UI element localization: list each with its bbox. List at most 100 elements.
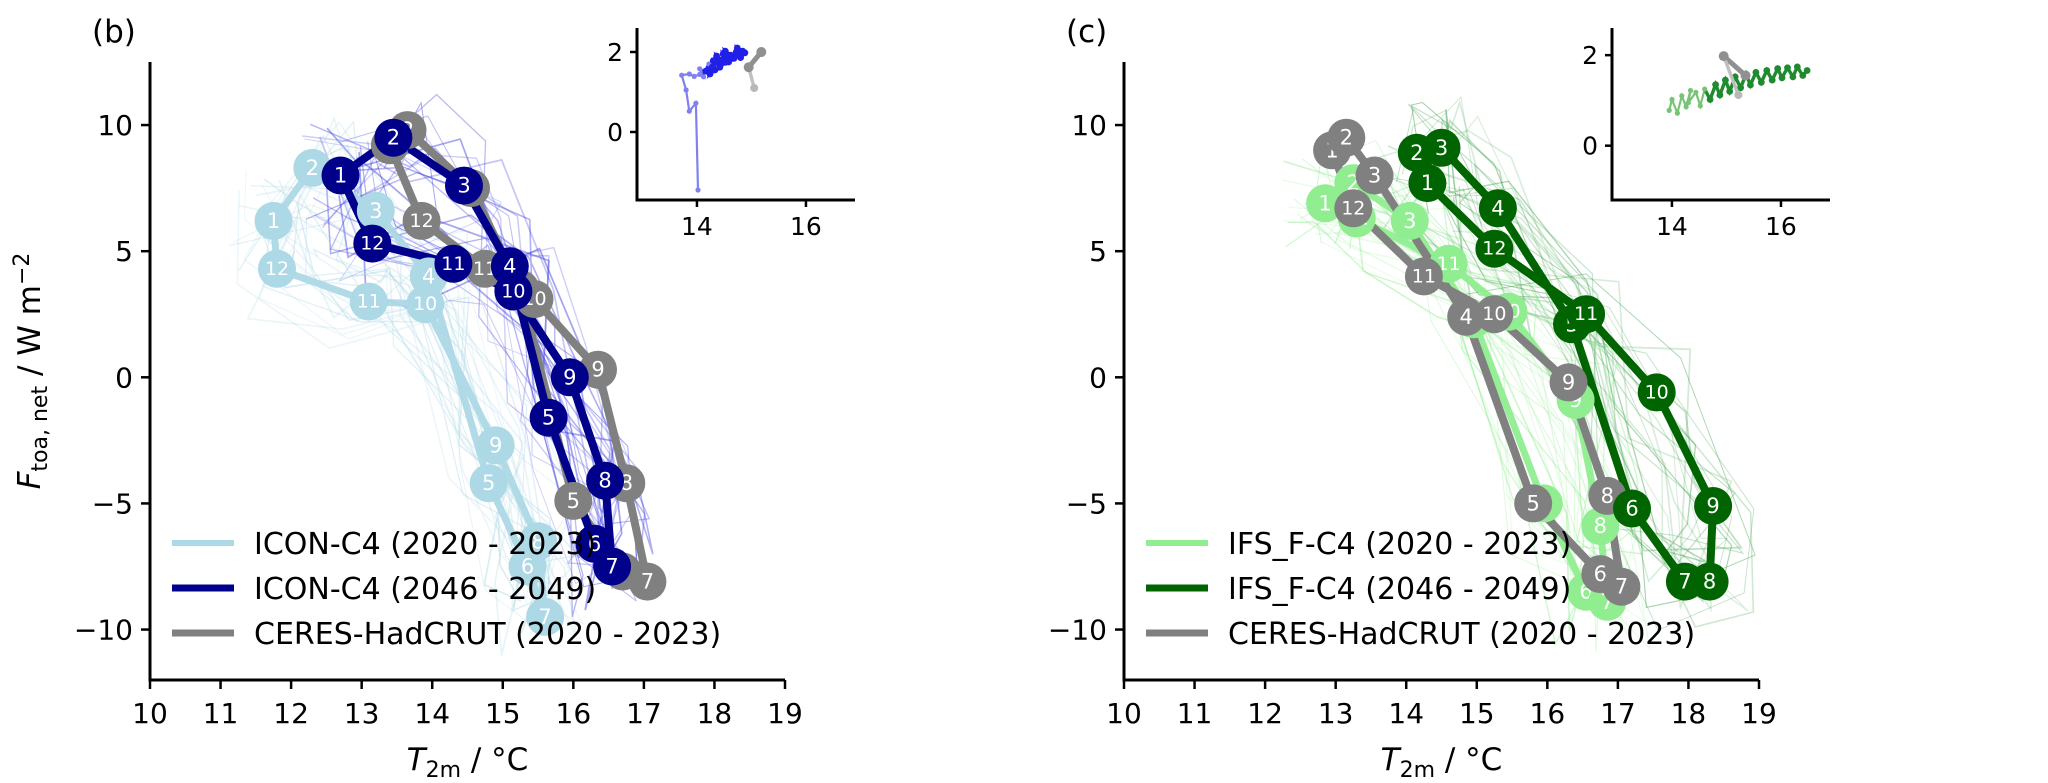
data-point-marker xyxy=(321,156,360,195)
data-point-label: 10 xyxy=(501,281,525,303)
data-point-label: 9 xyxy=(1562,370,1575,394)
data-point-marker xyxy=(1475,295,1514,334)
data-point-label: 8 xyxy=(598,469,611,493)
data-point-marker xyxy=(586,461,625,500)
inset-point xyxy=(1737,84,1744,92)
legend-label: CERES-HadCRUT (2020 - 2023) xyxy=(254,617,721,652)
inset-point xyxy=(697,66,703,72)
inset-point xyxy=(1763,67,1771,74)
inset-ref-point xyxy=(1718,51,1729,62)
data-point-label: 11 xyxy=(1412,265,1436,287)
x-tick-label: 16 xyxy=(1530,697,1566,730)
data-point-label: 7 xyxy=(1678,570,1691,594)
inset-y-tick-label: 2 xyxy=(607,38,623,67)
inset-point xyxy=(1697,103,1703,109)
data-point-marker xyxy=(356,191,395,230)
x-tick-label: 10 xyxy=(132,697,168,730)
y-tick-label: −5 xyxy=(92,487,133,520)
data-point-label: 9 xyxy=(591,358,604,382)
ensemble-line xyxy=(1382,99,1733,611)
ensemble-line xyxy=(1328,139,1607,652)
data-point-label: 1 xyxy=(334,164,347,188)
inset-x-tick-label: 14 xyxy=(1656,212,1688,241)
data-point-label: 4 xyxy=(1491,196,1504,220)
inset-point xyxy=(1793,63,1801,71)
data-point-marker xyxy=(1390,201,1429,240)
panel-c-inset-spines xyxy=(1610,28,1830,202)
data-point-label: 7 xyxy=(605,555,618,579)
data-point-marker xyxy=(1408,164,1447,203)
inset-point xyxy=(730,55,738,62)
inset-point xyxy=(725,58,732,66)
inset-point xyxy=(1693,89,1699,95)
legend-label: CERES-HadCRUT (2020 - 2023) xyxy=(1228,617,1695,652)
x-tick-label: 13 xyxy=(344,697,380,730)
inset-point xyxy=(1747,81,1754,89)
data-point-label: 11 xyxy=(1437,253,1461,275)
inset-point xyxy=(733,44,741,52)
y-tick-label: −10 xyxy=(1048,614,1107,647)
data-point-label: 12 xyxy=(360,233,384,255)
data-point-label: 9 xyxy=(1706,494,1719,518)
legend-label: ICON-C4 (2020 - 2023) xyxy=(254,527,596,562)
x-tick-label: 10 xyxy=(1106,697,1142,730)
data-point-marker xyxy=(1602,567,1641,606)
inset-point xyxy=(700,74,707,80)
data-point-marker xyxy=(1355,156,1394,195)
inset-point xyxy=(709,57,717,65)
inset-line-early xyxy=(680,63,710,191)
x-tick-label: 12 xyxy=(1247,697,1283,730)
data-point-label: 4 xyxy=(422,264,435,288)
x-tick-label: 13 xyxy=(1318,697,1354,730)
data-point-label: 2 xyxy=(1340,126,1353,150)
data-point-label: 7 xyxy=(641,570,654,594)
inset-point xyxy=(1757,78,1765,86)
y-tick-label: 0 xyxy=(1089,361,1107,394)
ensemble-line xyxy=(266,121,575,611)
data-point-marker xyxy=(1306,184,1345,223)
x-tick-label: 18 xyxy=(1671,697,1707,730)
x-tick-label: 15 xyxy=(485,697,521,730)
data-point-label: 2 xyxy=(306,156,319,180)
inset-x-tick-label: 14 xyxy=(681,212,713,241)
data-point-marker xyxy=(526,597,565,636)
inset-point xyxy=(686,108,692,114)
x-tick-label: 17 xyxy=(1600,697,1636,730)
inset-point xyxy=(1706,96,1714,103)
panel-c: (c)1234567891011121234567891011121234567… xyxy=(1048,14,1777,783)
panel-b-xlabel: T2m / °C xyxy=(407,742,529,783)
ensemble-line xyxy=(256,179,524,656)
ensemble-line xyxy=(1420,115,1749,612)
data-point-marker xyxy=(1694,487,1733,525)
data-point-label: 10 xyxy=(413,293,437,315)
x-tick-label: 17 xyxy=(626,697,662,730)
data-point-marker xyxy=(349,282,388,321)
y-tick-label: 0 xyxy=(115,361,133,394)
data-point-label: 1 xyxy=(1421,171,1434,195)
y-tick-label: 10 xyxy=(1071,109,1107,142)
data-point-marker xyxy=(1613,489,1651,528)
data-point-label: 5 xyxy=(542,406,555,430)
data-point-label: 5 xyxy=(482,471,495,495)
data-point-marker xyxy=(1422,128,1461,167)
data-point-label: 10 xyxy=(1645,381,1669,403)
panel-b: (b)1234567891011121234567891011121234567… xyxy=(10,14,803,783)
data-point-marker xyxy=(254,201,293,240)
panel-b-inset: 14 16 0 2 xyxy=(607,28,855,241)
ensemble-line xyxy=(1407,131,1755,631)
inset-point xyxy=(706,70,714,78)
inset-y-tick-label: 2 xyxy=(1582,41,1598,70)
data-point-marker xyxy=(1334,189,1373,228)
data-point-marker xyxy=(1447,297,1486,336)
data-point-label: 5 xyxy=(1527,491,1540,515)
x-tick-label: 11 xyxy=(1177,697,1213,730)
inset-point xyxy=(1716,91,1724,99)
legend-label: IFS_F-C4 (2046 - 2049) xyxy=(1228,572,1571,607)
inset-point xyxy=(737,54,744,61)
data-point-marker xyxy=(258,249,296,288)
data-point-marker xyxy=(1514,484,1553,523)
inset-point xyxy=(1679,93,1685,99)
